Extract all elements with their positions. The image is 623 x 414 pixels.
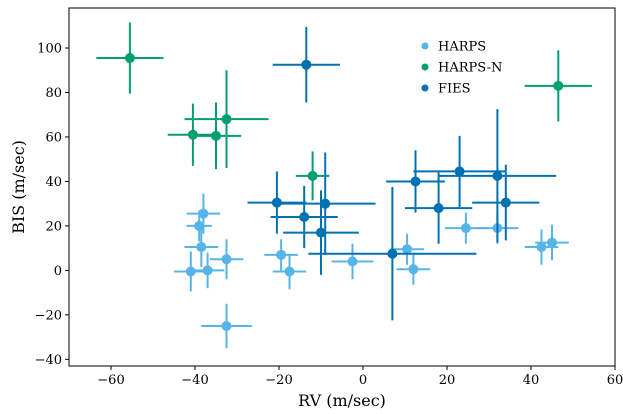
data-point (438, 109, 557, 243)
legend-marker (421, 42, 429, 50)
data-point (390, 233, 424, 265)
point-marker (221, 320, 232, 331)
point-marker (402, 244, 413, 255)
data-point (405, 172, 473, 244)
point-marker (124, 53, 135, 64)
point-marker (320, 198, 331, 209)
point-marker (547, 237, 557, 248)
point-marker (187, 129, 198, 140)
point-marker (202, 265, 213, 276)
y-tick-label: −20 (35, 308, 62, 323)
data-point (535, 224, 569, 261)
point-marker (454, 166, 465, 177)
data-point (386, 150, 445, 213)
data-point (247, 171, 307, 234)
data-point (167, 103, 219, 166)
data-point (283, 190, 359, 275)
data-point (190, 102, 242, 170)
data-point (472, 164, 540, 241)
data-point (396, 253, 431, 285)
data-point (264, 239, 298, 271)
data-point (524, 50, 592, 122)
plot-frame (68, 7, 616, 367)
y-tick-label: 60 (45, 130, 62, 145)
point-marker (500, 197, 511, 208)
x-tick-label: 40 (523, 373, 540, 388)
data-point (201, 303, 252, 349)
data-point (270, 185, 338, 249)
data-point (272, 253, 307, 290)
data-point (413, 135, 506, 208)
point-marker (276, 249, 287, 260)
point-marker (433, 203, 444, 214)
data-point (308, 187, 477, 321)
y-tick-label: −40 (35, 353, 62, 368)
data-point (209, 239, 244, 280)
point-marker (211, 130, 221, 141)
y-tick-label: 100 (37, 42, 62, 57)
point-marker (271, 197, 282, 208)
data-point (96, 22, 164, 94)
data-point (184, 70, 269, 169)
point-marker (194, 220, 205, 231)
point-marker (347, 256, 358, 267)
series-harps (174, 193, 569, 349)
legend-label: FIES (438, 82, 471, 97)
series-harps-n (96, 22, 592, 201)
y-axis-label: BIS (m/sec) (9, 140, 28, 234)
point-marker (316, 227, 326, 238)
x-axis-label: RV (m/sec) (298, 391, 386, 410)
y-tick-label: 0 (54, 264, 62, 279)
point-marker (387, 248, 398, 259)
x-tick-label: 0 (359, 373, 367, 388)
point-marker (221, 114, 232, 125)
point-marker (301, 59, 312, 70)
data-point (190, 252, 225, 289)
point-marker (553, 80, 564, 91)
x-tick-label: 20 (439, 373, 456, 388)
point-marker (299, 212, 310, 223)
point-marker (284, 266, 295, 277)
y-tick-label: 20 (45, 219, 62, 234)
point-marker (221, 254, 232, 265)
point-marker (410, 176, 421, 187)
data-point (174, 251, 208, 292)
data-point (186, 210, 212, 242)
point-marker (536, 242, 547, 253)
data-point (331, 243, 374, 280)
x-tick-label: 60 (607, 373, 623, 388)
data-point (184, 227, 219, 268)
legend: HARPS HARPS-N FIES (421, 40, 502, 97)
y-tick-label: 40 (45, 175, 62, 190)
legend-marker (421, 63, 429, 71)
point-marker (185, 266, 196, 277)
x-tick-label: −60 (97, 373, 124, 388)
point-marker (307, 170, 318, 181)
axis-ticks: −60 −40 −20 0 20 40 60 −40 −20 0 20 40 60 80 100 (35, 42, 623, 388)
data-point (295, 151, 330, 201)
legend-marker (421, 84, 429, 92)
point-marker (408, 264, 419, 275)
point-marker (492, 170, 503, 181)
y-tick-label: 80 (45, 86, 62, 101)
series-fies (247, 26, 557, 321)
legend-label: HARPS (438, 40, 486, 55)
data-point (272, 26, 340, 103)
x-tick-label: −40 (181, 373, 208, 388)
plot-marks (96, 22, 592, 349)
legend-label: HARPS-N (438, 61, 502, 76)
x-tick-label: −20 (265, 373, 292, 388)
point-marker (198, 208, 209, 219)
data-point (274, 152, 376, 255)
point-marker (196, 242, 207, 253)
point-marker (460, 223, 471, 234)
